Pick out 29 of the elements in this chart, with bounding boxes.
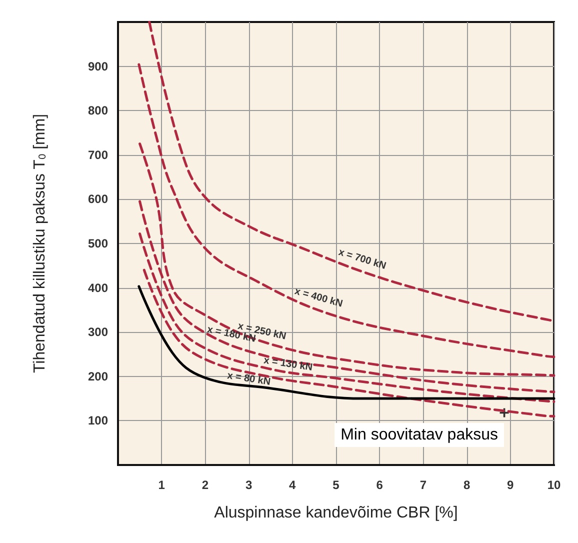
y-tick-label: 700 [88, 148, 108, 162]
line-series [138, 285, 556, 400]
y-tick-label: 300 [88, 325, 108, 340]
y-axis-title: Tihendatud killustiku paksus T0 [mm] [32, 114, 48, 374]
line-series [138, 200, 556, 394]
line-series [138, 232, 556, 403]
y-tick-label: 500 [88, 236, 108, 250]
text: x = 700 kN [337, 246, 388, 272]
x-tick-label: 1 [158, 478, 166, 492]
x-tick-label: 9 [507, 478, 514, 492]
x-tick-label: 4 [289, 478, 296, 492]
line-series [138, 63, 556, 358]
line-series [142, 268, 556, 418]
x-tick-label: 8 [463, 478, 470, 492]
x-tick-label: 3 [245, 478, 252, 492]
x-tick-label: 7 [420, 478, 427, 492]
x-tick-label: 5 [332, 478, 340, 492]
y-tick-label: 600 [88, 192, 108, 206]
text: x = 400 kN [293, 286, 344, 310]
y-tick-label: 800 [88, 104, 108, 118]
x-tick-label: 6 [376, 478, 384, 492]
x-tick-label: 2 [202, 478, 209, 492]
x-axis-title: Aluspinnase kandevõime CBR [%] [214, 504, 458, 522]
x-tick-label: 10 [547, 478, 561, 492]
y-tick-label: 100 [88, 414, 108, 428]
y-tick-label: 200 [88, 369, 108, 384]
annotation: Min soovitatav paksus [340, 426, 498, 444]
y-tick-label: 900 [88, 59, 108, 74]
y-tick-label: 400 [88, 280, 108, 295]
